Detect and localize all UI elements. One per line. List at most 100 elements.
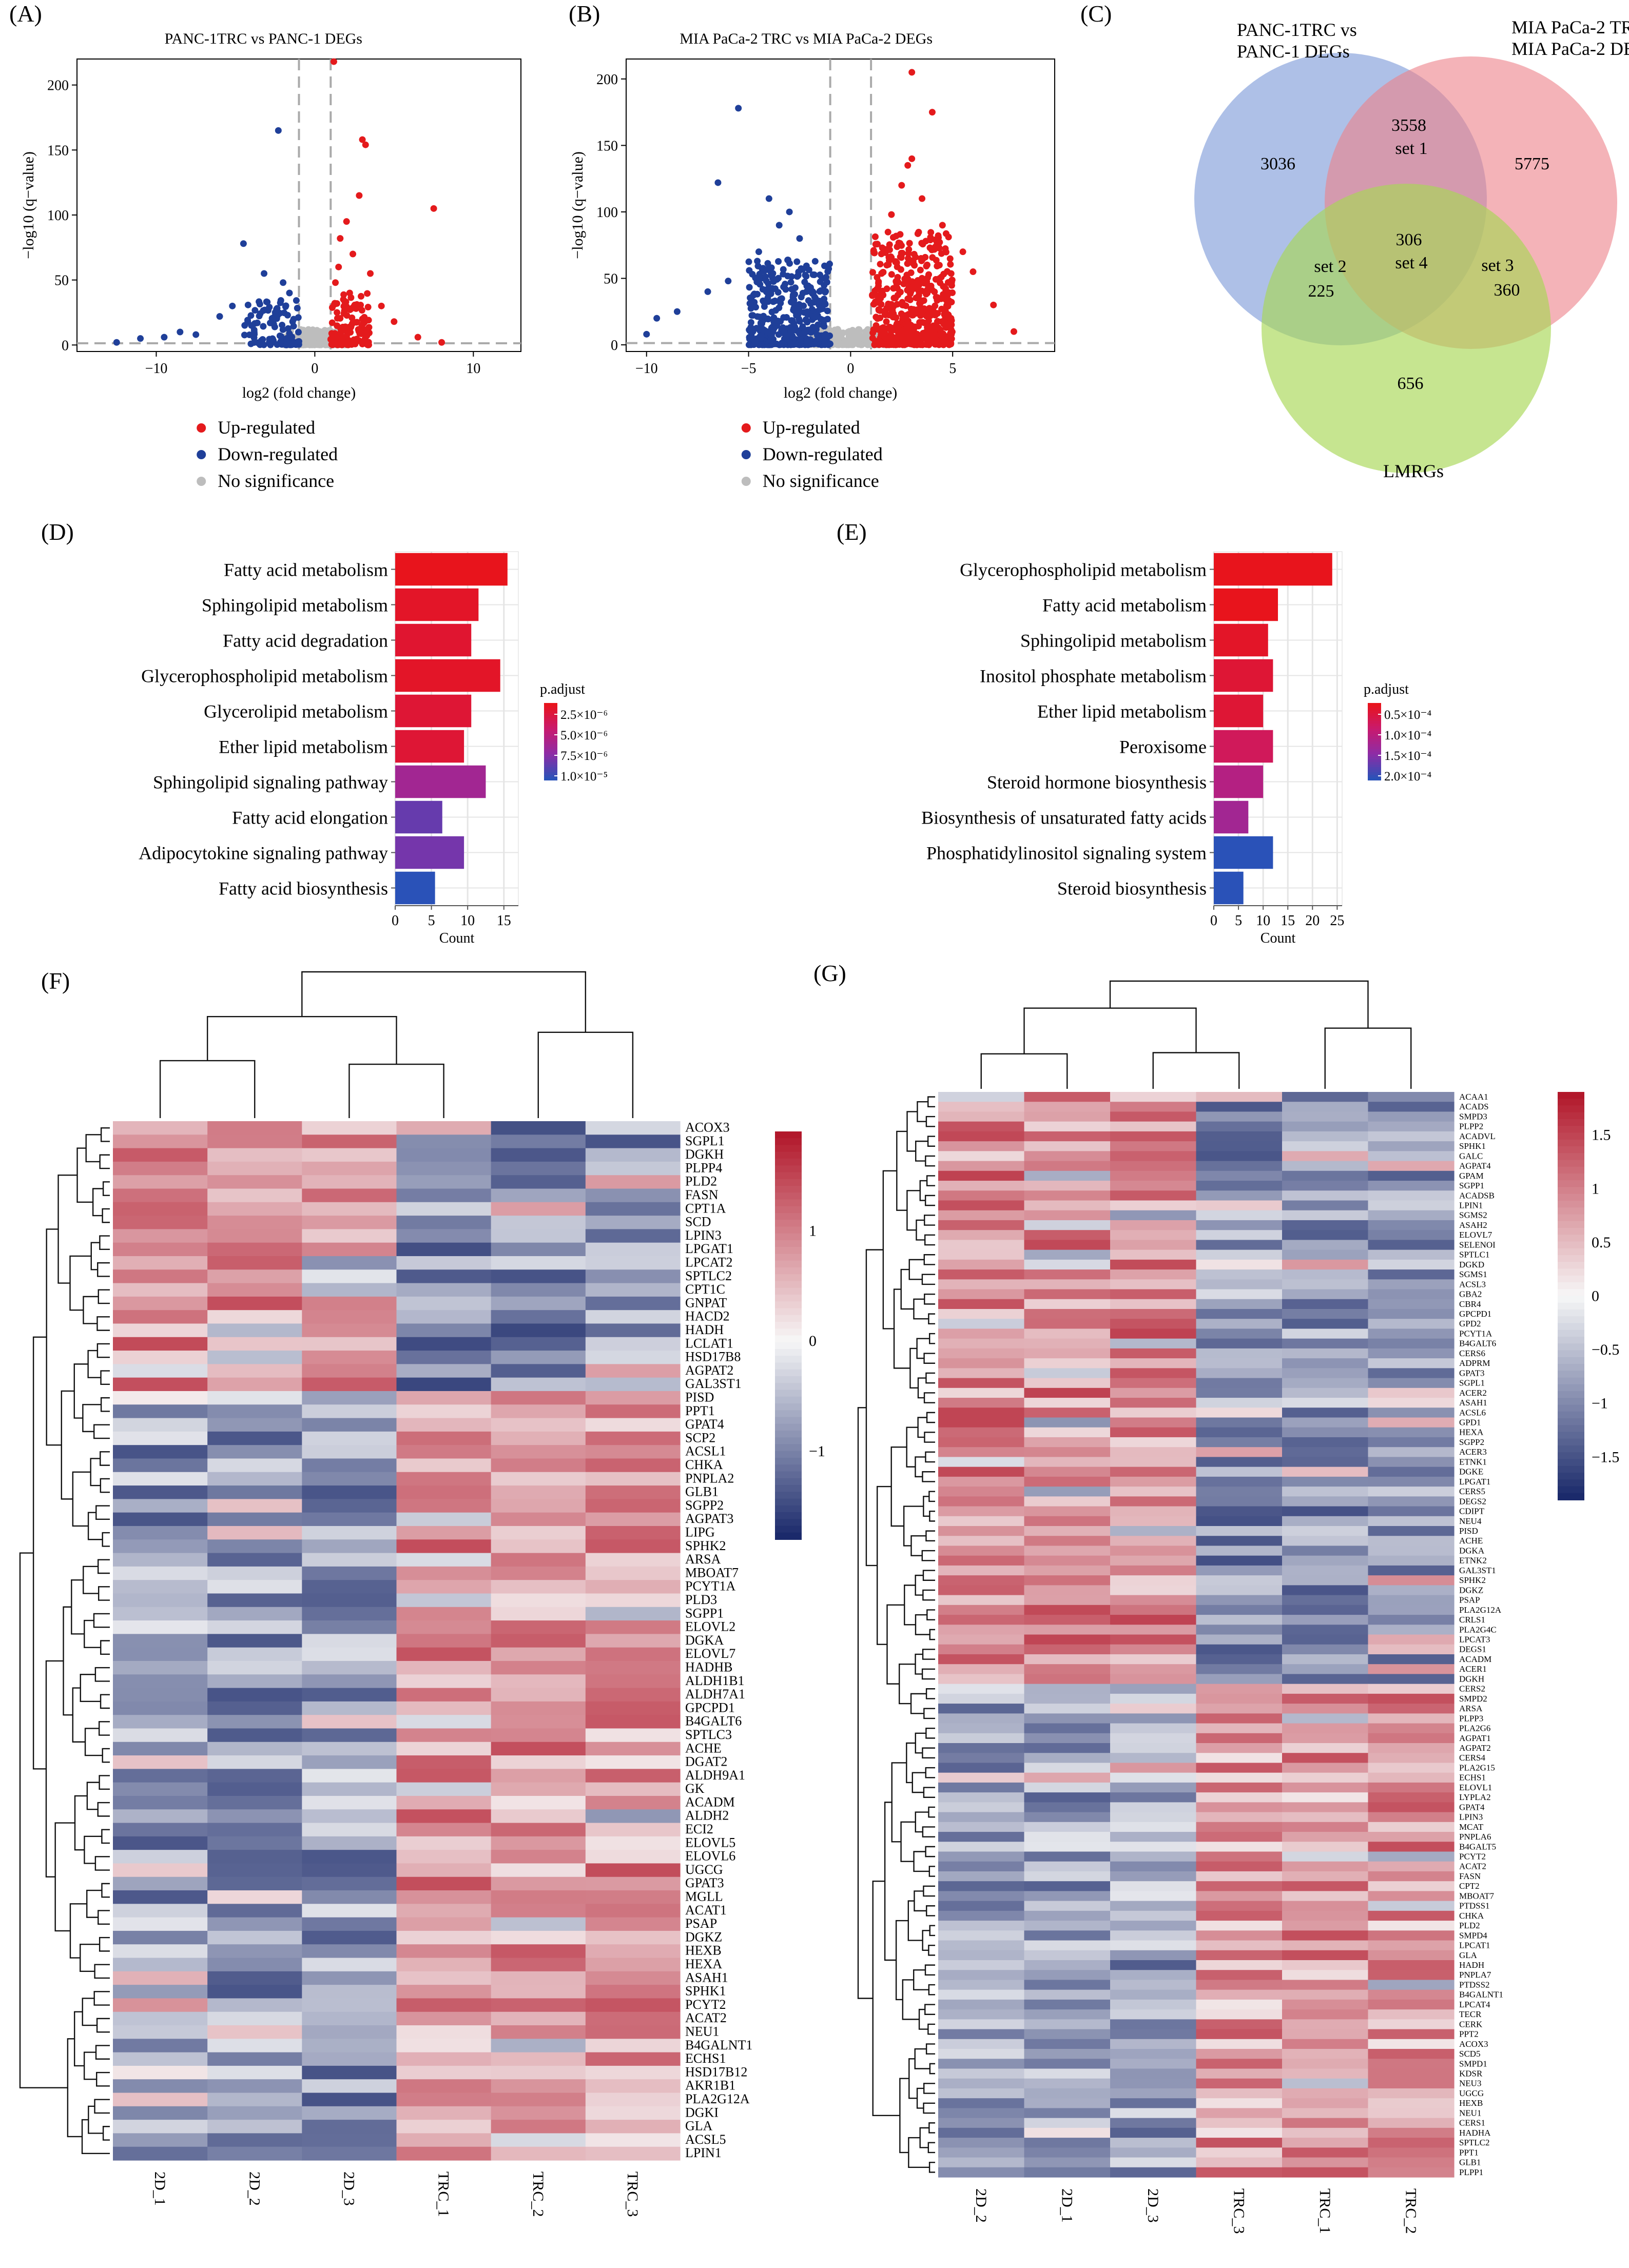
color-scale-step [1558,1092,1584,1100]
heatmap-cell [491,1971,586,1985]
row-dendrogram [913,1298,929,1320]
x-tick-label: 0 [392,913,399,929]
up-point [932,276,939,283]
heatmap-cell [491,1836,586,1850]
up-point [918,240,925,247]
heatmap-cell [1024,1141,1111,1151]
row-label: GPAM [1459,1171,1484,1181]
heatmap-cell [1282,1299,1369,1309]
heatmap-cell [585,1539,681,1554]
heatmap-cell [938,1170,1025,1181]
heatmap-cell [302,1958,397,1972]
heatmap-cell [396,1458,492,1473]
heatmap-cell [585,2065,681,2080]
legend-gradient-step [1368,767,1381,770]
heatmap-cell [396,1904,492,1918]
up-point [874,241,881,248]
color-scale-step [775,1512,802,1520]
color-scale-step [775,1260,802,1268]
column-label: 2D_3 [340,2172,357,2206]
row-dendrogram [100,1478,110,1493]
heatmap-cell [1110,2039,1197,2049]
heatmap-cell [585,1620,681,1634]
down-point [774,289,782,296]
heatmap-cell [302,2065,397,2080]
down-point [241,331,248,339]
row-label: GAL3ST1 [685,1376,742,1391]
heatmap-cell [1282,1792,1369,1803]
color-scale-step [1558,1432,1584,1439]
down-point [746,327,753,335]
legend-gradient-step [544,754,557,757]
up-point [908,69,916,76]
heatmap-cell [1024,1487,1111,1497]
heatmap-cell [1282,1328,1369,1339]
heatmap-cell [113,1512,208,1527]
legend-gradient-step [1368,703,1381,706]
heatmap-cell [1110,1200,1197,1211]
heatmap-cell [585,1175,681,1189]
row-label: CERS2 [1459,1684,1485,1694]
color-scale-step [775,1437,802,1445]
heatmap-cell [1368,1555,1455,1566]
heatmap-cell [1024,1161,1111,1171]
up-point [915,338,922,345]
row-label: ACADVL [1459,1131,1496,1141]
down-point [812,311,820,319]
row-label: LPIN1 [1459,1200,1483,1210]
row-dendrogram [922,1471,935,1482]
heatmap-cell [1196,1467,1283,1477]
heatmap-cell [1110,2078,1197,2089]
heatmap-cell [491,1161,586,1176]
heatmap-cell [491,1876,586,1891]
venn-count: 3036 [1260,154,1295,173]
heatmap-cell [1196,1141,1283,1151]
row-dendrogram [67,2038,83,2138]
color-scale-step [775,1172,802,1180]
row-dendrogram [101,1883,110,1898]
down-point [803,339,810,346]
heatmap-cell [207,1958,302,1972]
row-dendrogram [922,1930,930,1951]
heatmap-cell [1110,1733,1197,1744]
down-point [772,307,779,314]
heatmap-cell [1368,1901,1455,1911]
heatmap-cell [1110,1999,1197,2010]
heatmap-cell [1282,1417,1369,1428]
heatmap-cell [1196,1930,1283,1941]
heatmap-cell [302,1242,397,1257]
legend-gradient-step [544,703,557,706]
heatmap-cell [938,1151,1025,1162]
down-point [787,279,794,286]
row-label: SMPD1 [1459,2059,1487,2068]
row-label: CBR4 [1459,1299,1481,1309]
heatmap-cell [1368,1210,1455,1221]
heatmap-cell [938,1328,1025,1339]
heatmap-cell [1110,1822,1197,1832]
heatmap-cell [302,1823,397,1837]
color-scale-step [1558,1146,1584,1154]
down-point [781,328,788,336]
color-scale-step [775,1295,802,1302]
heatmap-cell [1110,1190,1197,1201]
heatmap-cell [491,2133,586,2147]
heatmap-cell [207,1188,302,1203]
heatmap-cell [585,1121,681,1135]
heatmap-cell [1110,1802,1197,1813]
color-scale-step [1558,1153,1584,1161]
up-point [941,319,948,326]
row-dendrogram [913,1969,929,1990]
heatmap-cell [1024,1812,1111,1823]
row-dendrogram [922,1826,935,1837]
heatmap-cell [1196,1812,1283,1823]
heatmap-cell [396,1391,492,1405]
heatmap-cell [1110,1092,1197,1102]
heatmap-cell [1024,1111,1111,1122]
heatmap-cell [1368,1546,1455,1556]
heatmap-cell [1282,1487,1369,1497]
heatmap-cell [585,1944,681,1959]
up-point [359,136,366,143]
heatmap-cell [1110,1111,1197,1122]
heatmap-cell [396,1269,492,1284]
